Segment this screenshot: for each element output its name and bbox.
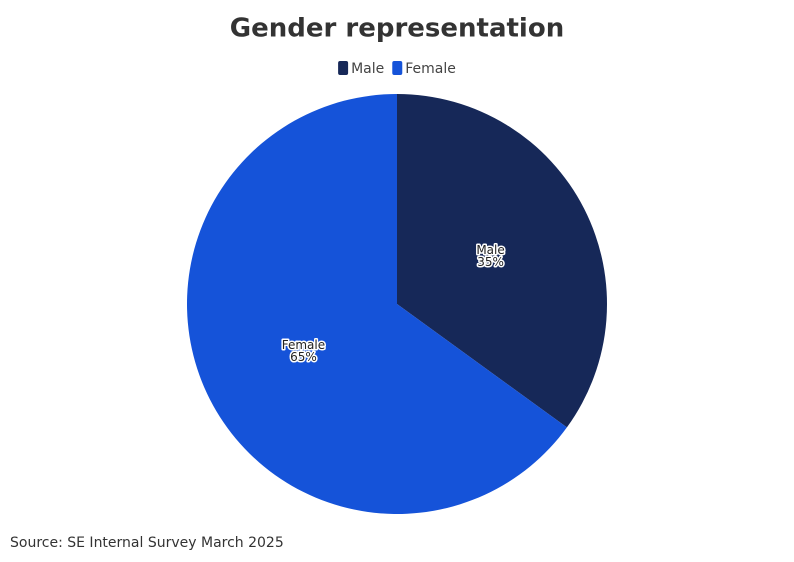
legend-label: Male <box>351 61 384 77</box>
slice-name: Female <box>282 338 325 352</box>
slice-value: 35% <box>477 255 504 269</box>
legend: Male Female <box>338 61 456 77</box>
source-note: Source: SE Internal Survey March 2025 <box>10 535 284 551</box>
chart-title: Gender representation <box>230 14 564 44</box>
legend-swatch <box>338 61 349 75</box>
pie-slice <box>397 94 607 428</box>
legend-label: Female <box>405 61 456 77</box>
legend-swatch <box>392 61 403 75</box>
slice-value: 65% <box>290 350 317 364</box>
pie-slice <box>187 94 567 514</box>
slice-name: Male <box>476 243 504 257</box>
